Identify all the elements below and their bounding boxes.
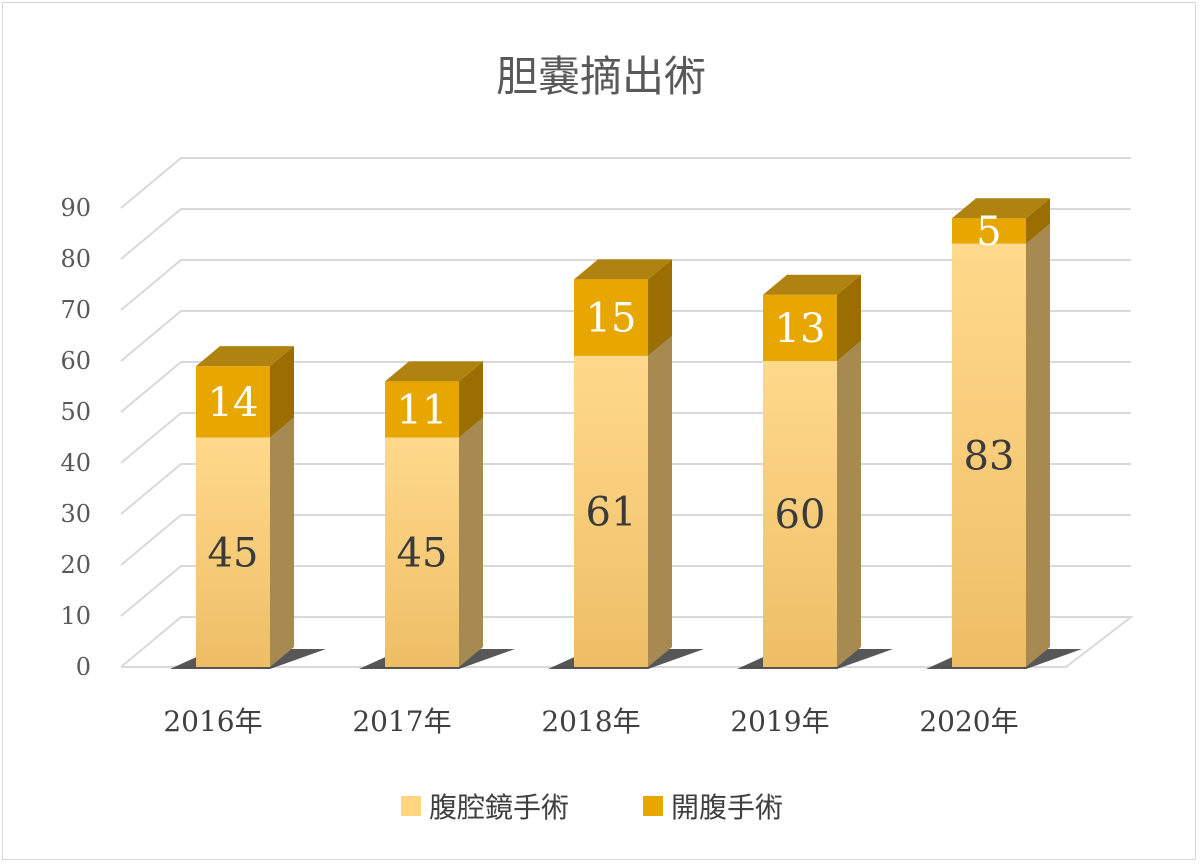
y-tick-label: 70 — [60, 296, 91, 324]
y-tick-label: 30 — [60, 500, 91, 528]
bar-group: 83 5 — [926, 198, 1082, 669]
data-label-open: 5 — [976, 209, 1001, 255]
data-label-open: 11 — [397, 387, 448, 433]
bar-open-front — [952, 218, 1026, 244]
y-tick-label: 0 — [76, 653, 91, 681]
chart-title: 胆嚢摘出術 — [496, 52, 706, 101]
data-label-open: 15 — [586, 296, 637, 342]
x-category-label: 2017年 — [352, 705, 451, 738]
data-label-laparoscopic: 61 — [586, 489, 637, 535]
bar-open-front — [196, 366, 270, 438]
bar-laparoscopic-side — [837, 341, 861, 667]
legend-swatch-open — [643, 796, 663, 816]
x-category-label: 2018年 — [541, 705, 640, 738]
y-tick-label: 80 — [60, 245, 91, 273]
bar-laparoscopic-front — [196, 437, 270, 667]
data-label-laparoscopic: 60 — [775, 492, 826, 538]
bar-laparoscopic-front — [385, 437, 459, 667]
bar-open-front — [574, 279, 648, 356]
bar-open-side — [270, 346, 294, 438]
data-label-laparoscopic: 83 — [964, 433, 1015, 479]
bar-open-side — [1026, 198, 1050, 244]
x-axis-categories: 2016年 2017年 2018年 2019年 2020年 — [163, 705, 1018, 738]
legend-label-open: 開腹手術 — [671, 791, 783, 824]
bar-group: 45 14 — [170, 346, 326, 669]
bar-open-top — [385, 361, 483, 382]
bar-laparoscopic-front — [574, 355, 648, 667]
bar-open-top — [952, 198, 1050, 219]
y-tick-label: 60 — [60, 347, 91, 375]
legend: 腹腔鏡手術 開腹手術 — [401, 791, 783, 824]
gridline — [120, 208, 1131, 260]
x-category-label: 2019年 — [730, 705, 829, 738]
bar-laparoscopic-front — [763, 361, 837, 667]
data-label-laparoscopic: 45 — [208, 530, 259, 576]
y-tick-label: 10 — [60, 602, 91, 630]
bar-laparoscopic-side — [270, 417, 294, 667]
bar-laparoscopic-front — [952, 243, 1026, 667]
y-axis-ticks: 0 10 20 30 40 50 60 70 80 90 — [60, 194, 91, 681]
legend-swatch-laparoscopic — [401, 796, 421, 816]
x-category-label: 2016年 — [163, 705, 262, 738]
bar-group: 60 13 — [737, 274, 893, 669]
y-tick-label: 90 — [60, 194, 91, 222]
y-tick-label: 40 — [60, 449, 91, 477]
bar-laparoscopic-side — [648, 335, 672, 667]
data-label-laparoscopic: 45 — [397, 530, 448, 576]
data-label-open: 14 — [208, 380, 259, 426]
bar-open-side — [648, 259, 672, 356]
bar-open-front — [385, 381, 459, 438]
data-label-open: 13 — [775, 306, 826, 352]
gridline — [120, 259, 1131, 311]
bar-open-front — [763, 294, 837, 361]
x-category-label: 2020年 — [919, 705, 1018, 738]
bar-open-top — [196, 346, 294, 367]
legend-label-laparoscopic: 腹腔鏡手術 — [429, 791, 569, 824]
bar-open-top — [574, 259, 672, 280]
gridlines — [120, 157, 1134, 668]
bar-open-top — [763, 274, 861, 295]
bar-group: 45 11 — [359, 361, 515, 669]
bar-laparoscopic-side — [1026, 223, 1050, 667]
gridline — [120, 157, 1131, 209]
chart-canvas: 胆嚢摘出術 0 10 20 30 40 50 60 70 80 90 45 14 45 11 61 15 60… — [60, 52, 1134, 824]
y-tick-label: 50 — [60, 398, 91, 426]
y-tick-label: 20 — [60, 551, 91, 579]
bar-open-side — [459, 361, 483, 438]
bar-open-side — [837, 274, 861, 361]
bars: 45 14 45 11 61 15 60 13 83 5 — [170, 198, 1082, 669]
bar-group: 61 15 — [548, 259, 704, 669]
bar-laparoscopic-side — [459, 417, 483, 667]
